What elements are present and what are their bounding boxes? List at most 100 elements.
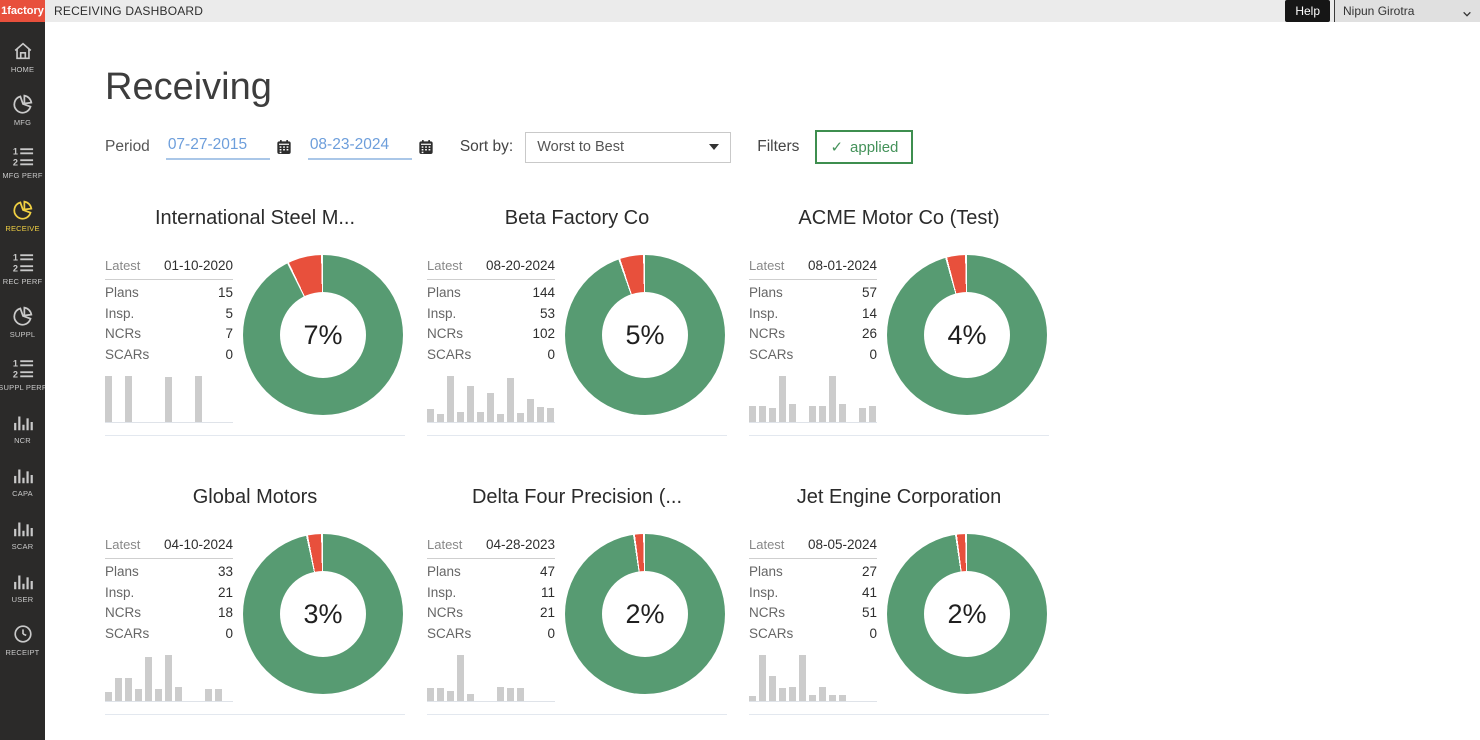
bars-icon	[12, 464, 34, 486]
donut-percentage: 4%	[947, 319, 987, 350]
supplier-stats: Latest 08-01-2024 Plans 57 Insp. 14 NCRs 26 SC…	[749, 255, 877, 423]
bars-icon	[12, 517, 34, 539]
sidebar-item-label: REC PERF	[2, 276, 43, 286]
stat-row: Plans 15	[105, 283, 233, 304]
latest-row: Latest 04-28-2023	[427, 534, 555, 559]
sidebar-item-home[interactable]: HOME	[0, 30, 45, 83]
stat-label: Insp.	[105, 305, 135, 321]
supplier-card-body: Latest 08-20-2024 Plans 144 Insp. 53 NCRs 102…	[427, 255, 727, 423]
stat-label: NCRs	[427, 605, 463, 620]
period-end-input[interactable]	[307, 134, 412, 160]
stat-value: 11	[540, 584, 555, 600]
sidebar-item-label: HOME	[10, 64, 35, 74]
stat-row: NCRs 7	[105, 324, 233, 345]
user-menu[interactable]: Nipun Girotra	[1334, 0, 1480, 22]
sidebar-item-suppl[interactable]: SUPPL	[0, 295, 45, 348]
mini-bar	[135, 689, 142, 701]
supplier-card[interactable]: Global Motors Latest 04-10-2024 Plans 33 I…	[105, 486, 405, 715]
mini-bar	[779, 688, 786, 701]
mini-bar	[749, 696, 756, 701]
supplier-stats: Latest 08-20-2024 Plans 144 Insp. 53 NCRs 102…	[427, 255, 555, 423]
stat-row: Insp. 53	[427, 304, 555, 325]
donut-hole: 2%	[602, 571, 688, 657]
page-title: Receiving	[105, 66, 272, 108]
supplier-card[interactable]: International Steel M... Latest 01-10-20…	[105, 207, 405, 436]
latest-label: Latest	[749, 537, 785, 552]
sidebar-item-capa[interactable]: CAPA	[0, 454, 45, 507]
sidebar-item-label: RECEIVE	[5, 223, 40, 233]
latest-row: Latest 04-10-2024	[105, 534, 233, 559]
stat-value: 41	[861, 584, 877, 600]
stat-label: NCRs	[105, 605, 141, 620]
stat-label: Insp.	[427, 584, 457, 600]
stat-row: Plans 144	[427, 283, 555, 304]
stat-row: NCRs 26	[749, 324, 877, 345]
donut-percentage: 3%	[303, 598, 343, 629]
mini-bar	[437, 414, 444, 422]
clock-icon	[12, 623, 34, 645]
sidebar-item-label: SCAR	[11, 541, 34, 551]
help-button[interactable]: Help	[1285, 0, 1330, 22]
stat-row: NCRs 51	[749, 603, 877, 624]
supplier-card[interactable]: ACME Motor Co (Test) Latest 08-01-2024 P…	[749, 207, 1049, 436]
supplier-name: Beta Factory Co	[504, 207, 650, 229]
stat-label: Plans	[427, 564, 461, 579]
mini-bar	[547, 408, 554, 422]
latest-label: Latest	[749, 258, 785, 273]
sidebar-item-scar[interactable]: SCAR	[0, 507, 45, 560]
mini-bar-chart	[749, 652, 877, 702]
stat-row: Insp. 11	[427, 583, 555, 604]
mini-bar	[507, 688, 514, 701]
sort-dropdown[interactable]: Worst to Best	[525, 131, 732, 163]
sidebar-item-ncr[interactable]: NCR	[0, 401, 45, 454]
mini-bar	[427, 688, 434, 701]
stat-label: NCRs	[749, 326, 785, 341]
svg-text:1: 1	[12, 146, 17, 156]
stat-label: Plans	[105, 285, 139, 300]
supplier-card[interactable]: Beta Factory Co Latest 08-20-2024 Plans 1…	[427, 207, 727, 436]
donut-percentage: 5%	[625, 319, 665, 350]
latest-row: Latest 08-05-2024	[749, 534, 877, 559]
mini-bar	[145, 657, 152, 701]
sidebar-item-receive[interactable]: RECEIVE	[0, 189, 45, 242]
stat-row: NCRs 21	[427, 603, 555, 624]
supplier-card[interactable]: Jet Engine Corporation Latest 08-05-2024…	[749, 486, 1049, 715]
stat-row: NCRs 18	[105, 603, 233, 624]
stats-rows: Plans 33 Insp. 21 NCRs 18 SCARs 0	[105, 562, 233, 644]
stat-row: Plans 27	[749, 562, 877, 583]
stat-row: Insp. 5	[105, 304, 233, 325]
sidebar-item-user[interactable]: USER	[0, 560, 45, 613]
stat-value: 47	[539, 564, 555, 579]
mini-bar	[527, 399, 534, 422]
donut-percentage: 2%	[947, 598, 987, 629]
sidebar-item-receipt[interactable]: RECEIPT	[0, 613, 45, 666]
main-content: Receiving Period Sort by: Worst to Best …	[45, 22, 1480, 740]
stat-value: 0	[869, 625, 877, 641]
stat-value: 0	[869, 346, 877, 362]
latest-row: Latest 08-01-2024	[749, 255, 877, 280]
mini-bar	[165, 655, 172, 701]
mini-bar	[447, 691, 454, 701]
latest-date: 08-05-2024	[807, 537, 877, 552]
period-start-input[interactable]	[165, 134, 270, 160]
stat-label: SCARs	[105, 625, 150, 641]
mini-bar-chart	[105, 373, 233, 423]
stat-value: 51	[861, 605, 877, 620]
check-icon: ✓	[830, 139, 844, 156]
calendar-icon[interactable]	[418, 139, 434, 155]
sidebar-item-mfg[interactable]: MFG	[0, 83, 45, 136]
mini-bar	[195, 376, 202, 422]
filters-applied-button[interactable]: ✓ applied	[815, 130, 914, 164]
supplier-card[interactable]: Delta Four Precision (... Latest 04-28-2…	[427, 486, 727, 715]
calendar-icon[interactable]	[276, 139, 292, 155]
mini-bar	[789, 687, 796, 701]
svg-text:2: 2	[12, 369, 17, 379]
mini-bar	[457, 655, 464, 701]
stat-row: NCRs 102	[427, 324, 555, 345]
mini-bar	[507, 378, 514, 422]
stat-label: SCARs	[427, 625, 472, 641]
